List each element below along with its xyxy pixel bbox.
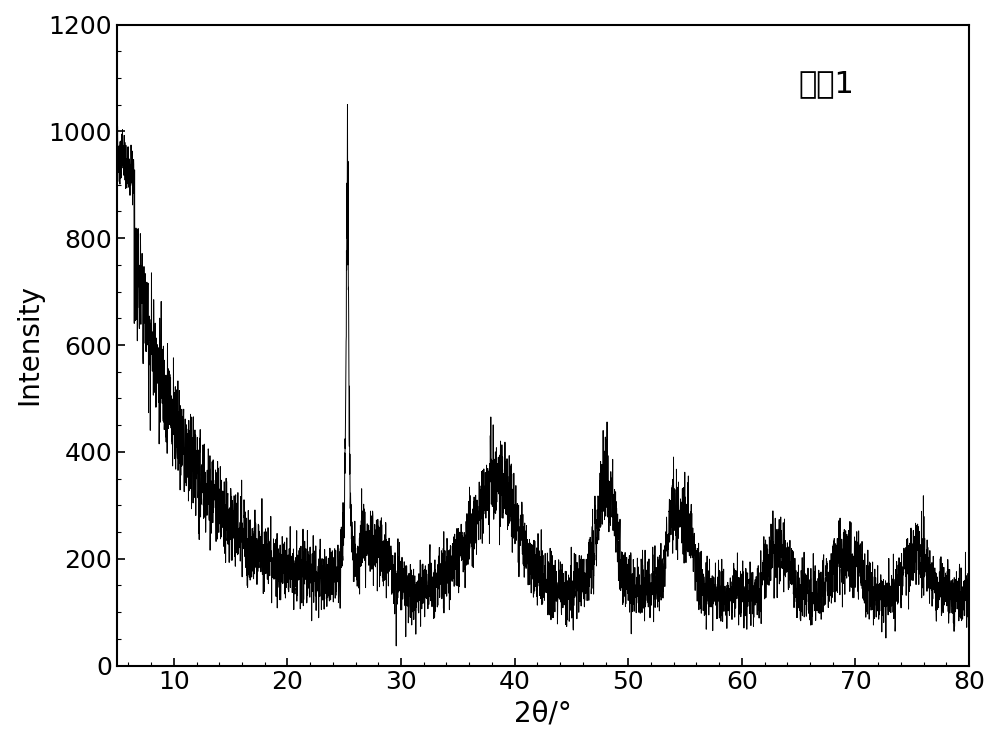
X-axis label: 2θ/°: 2θ/° [514, 700, 572, 728]
Text: 实例1: 实例1 [799, 69, 855, 98]
Y-axis label: Intensity: Intensity [15, 285, 43, 406]
